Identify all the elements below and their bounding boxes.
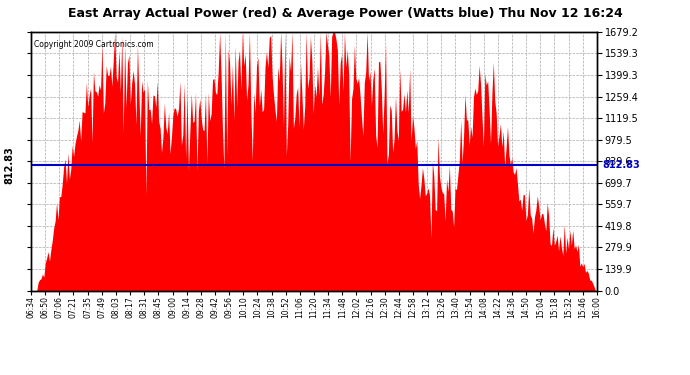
Text: East Array Actual Power (red) & Average Power (Watts blue) Thu Nov 12 16:24: East Array Actual Power (red) & Average … bbox=[68, 8, 622, 21]
Text: 812.83: 812.83 bbox=[4, 147, 14, 184]
Text: 812.83: 812.83 bbox=[602, 160, 640, 170]
Text: Copyright 2009 Cartronics.com: Copyright 2009 Cartronics.com bbox=[34, 40, 153, 49]
